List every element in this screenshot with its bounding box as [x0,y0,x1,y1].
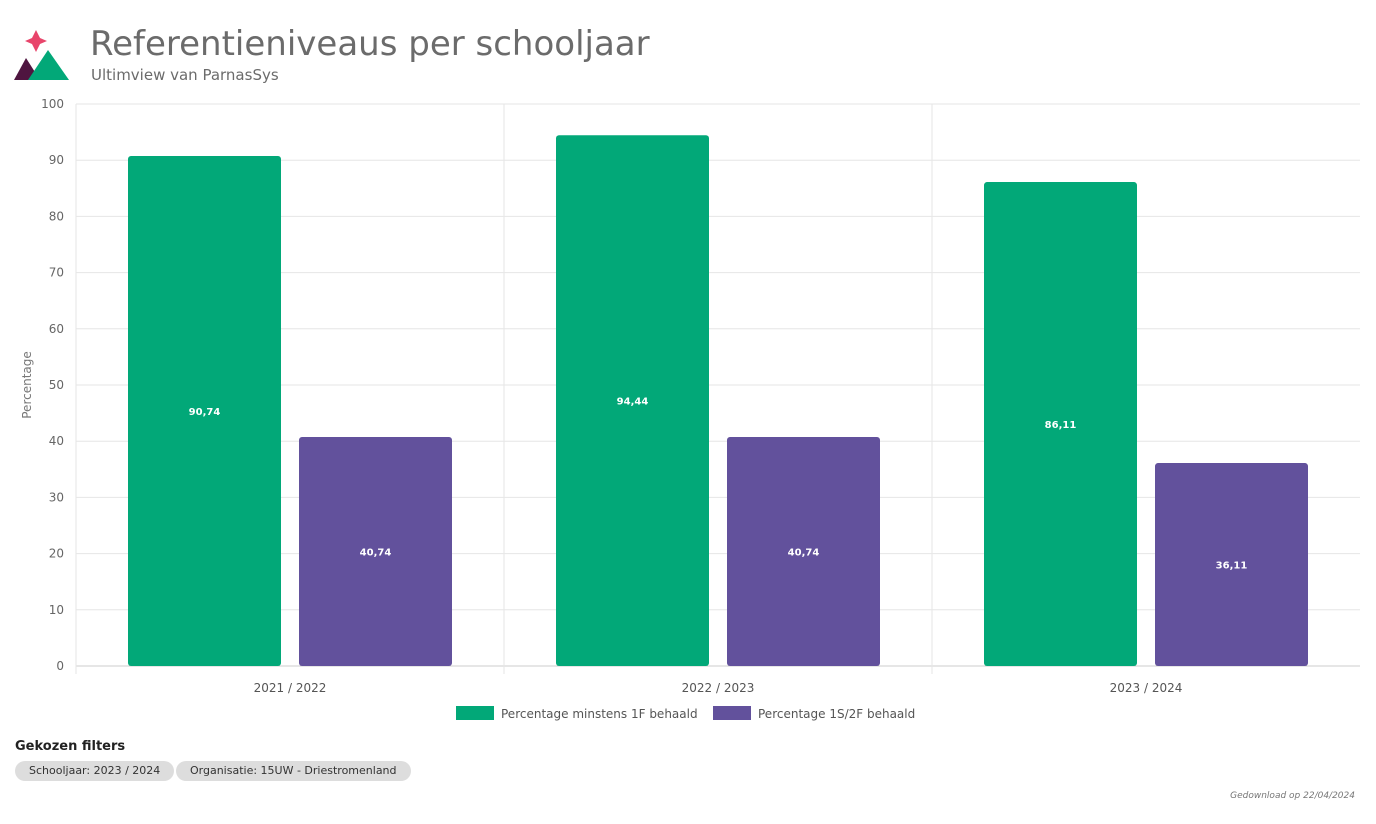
bar-1f [128,156,281,666]
bar-1s2f [299,437,452,666]
download-date: Gedownload op 22/04/2024 [1230,791,1355,801]
bar-1f [556,135,709,666]
bar-chart: 0 10 20 30 40 50 60 70 80 90 100 2021 / 2022 90,74 40… [20,97,1360,721]
y-tick-label: 90 [49,153,64,167]
y-tick-label: 60 [49,322,64,336]
ultimview-logo [14,30,69,80]
data-label: 40,74 [360,548,392,559]
legend-swatch [713,706,751,720]
x-tick-label: 2021 / 2022 [254,681,327,695]
y-axis-title: Percentage [20,351,34,419]
y-tick-label: 0 [56,659,64,673]
x-tick-label: 2022 / 2023 [682,681,755,695]
filter-chip-schooljaar[interactable]: Schooljaar: 2023 / 2024 [15,761,175,781]
legend-swatch [456,706,494,720]
y-tick-label: 50 [49,378,64,392]
data-label: 40,74 [788,548,820,559]
y-tick-label: 100 [41,97,64,111]
y-tick-label: 20 [49,547,64,561]
legend-label: Percentage 1S/2F behaald [758,707,915,721]
bar-1s2f [727,437,880,666]
y-tick-label: 30 [49,490,64,504]
filter-chip-organisatie[interactable]: Organisatie: 15UW - Driestromenland [176,761,411,781]
bar-1s2f [1155,463,1308,666]
legend-label: Percentage minstens 1F behaald [501,707,698,721]
page-subtitle: Ultimview van ParnasSys [91,66,279,84]
y-tick-label: 10 [49,603,64,617]
x-tick-label: 2023 / 2024 [1110,681,1183,695]
bar-1f [984,182,1137,666]
filters-title: Gekozen filters [15,739,126,754]
data-label: 90,74 [189,407,221,418]
y-tick-label: 40 [49,434,64,448]
data-label: 86,11 [1045,420,1077,431]
data-label: 94,44 [617,397,649,408]
y-tick-label: 70 [49,266,64,280]
data-label: 36,11 [1216,561,1248,572]
page-title: Referentieniveaus per schooljaar [90,24,650,64]
y-tick-label: 80 [49,209,64,223]
